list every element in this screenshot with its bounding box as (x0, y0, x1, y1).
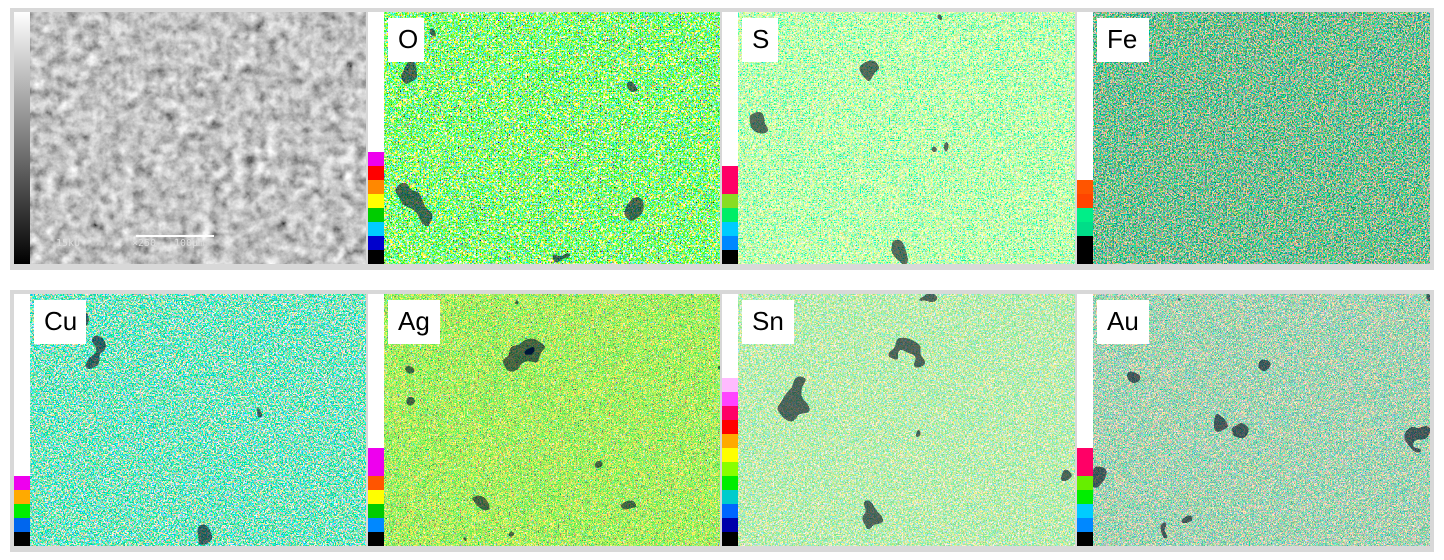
color-bar-step (368, 518, 384, 532)
element-map (738, 12, 1075, 264)
color-bar-step (368, 462, 384, 476)
color-bar-step (1077, 504, 1093, 518)
color-bar-step (1077, 194, 1093, 208)
color-bar-step (368, 222, 384, 236)
sem-magnification: ×250 (132, 238, 156, 249)
color-bar-step (722, 434, 738, 448)
color-bar-step (368, 490, 384, 504)
label-box (1097, 18, 1149, 62)
color-bar-step (722, 476, 738, 490)
color-bar-step (368, 194, 384, 208)
color-bar-step (368, 166, 384, 180)
color-bar-step (14, 518, 30, 532)
label-box (742, 300, 794, 344)
color-bar-step (1077, 222, 1093, 236)
color-bar-step (14, 532, 30, 546)
element-label: Cu (44, 306, 77, 336)
color-bar-step (368, 180, 384, 194)
label-box (1097, 300, 1149, 344)
color-bar-step (722, 236, 738, 250)
element-map (1093, 294, 1430, 546)
sem-overlay: 15kU ×250 100μm (56, 235, 214, 249)
color-bar-step (722, 250, 738, 264)
color-bar-step (368, 236, 384, 250)
element-map (738, 294, 1075, 546)
color-bar-step (722, 222, 738, 236)
color-bar-step (14, 476, 30, 490)
label-box (34, 300, 86, 344)
element-label: Ag (398, 306, 430, 336)
label-box (388, 300, 440, 344)
color-bar-step (1077, 476, 1093, 490)
color-bar-step (722, 518, 738, 532)
element-map (1093, 12, 1430, 264)
panels: O S Fe Cu Ag Sn Au (14, 12, 1430, 546)
element-label: Sn (752, 306, 784, 336)
color-bar-step (1077, 490, 1093, 504)
color-bar-step (722, 532, 738, 546)
sem-voltage: 15kU (56, 238, 80, 249)
color-bar-step (368, 208, 384, 222)
color-bar-step (722, 490, 738, 504)
color-bar-step (1077, 448, 1093, 462)
label-box (742, 18, 778, 62)
element-map (384, 12, 720, 264)
color-bar-step (722, 208, 738, 222)
color-bar-step (14, 490, 30, 504)
color-bar-step (368, 504, 384, 518)
color-bar-step (722, 448, 738, 462)
color-bar-step (1077, 518, 1093, 532)
color-bar-step (722, 180, 738, 194)
color-bar-step (722, 378, 738, 392)
element-label: S (752, 24, 769, 54)
color-bar-step (14, 504, 30, 518)
color-bar-step (1077, 532, 1093, 546)
color-bar-step (722, 194, 738, 208)
color-bar-step (368, 448, 384, 462)
color-bar-step (722, 392, 738, 406)
color-bar-step (722, 504, 738, 518)
sem-image (30, 12, 366, 264)
color-bar-step (368, 152, 384, 166)
color-bar-step (1077, 250, 1093, 264)
color-bar-step (1077, 462, 1093, 476)
element-label: Au (1107, 306, 1139, 336)
color-bar-step (1077, 208, 1093, 222)
color-bar-step (368, 476, 384, 490)
color-bar-gradient (14, 12, 30, 264)
color-bar-step (722, 462, 738, 476)
element-label: Fe (1107, 24, 1137, 54)
color-bar-step (368, 250, 384, 264)
color-bar-step (722, 406, 738, 420)
color-bar-step (1077, 180, 1093, 194)
color-bar-step (722, 166, 738, 180)
element-label: O (398, 24, 418, 54)
color-bar-step (368, 532, 384, 546)
label-box (388, 18, 424, 62)
color-bar-step (722, 420, 738, 434)
color-bar-step (1077, 236, 1093, 250)
sem-scale: 100μm (174, 238, 204, 249)
